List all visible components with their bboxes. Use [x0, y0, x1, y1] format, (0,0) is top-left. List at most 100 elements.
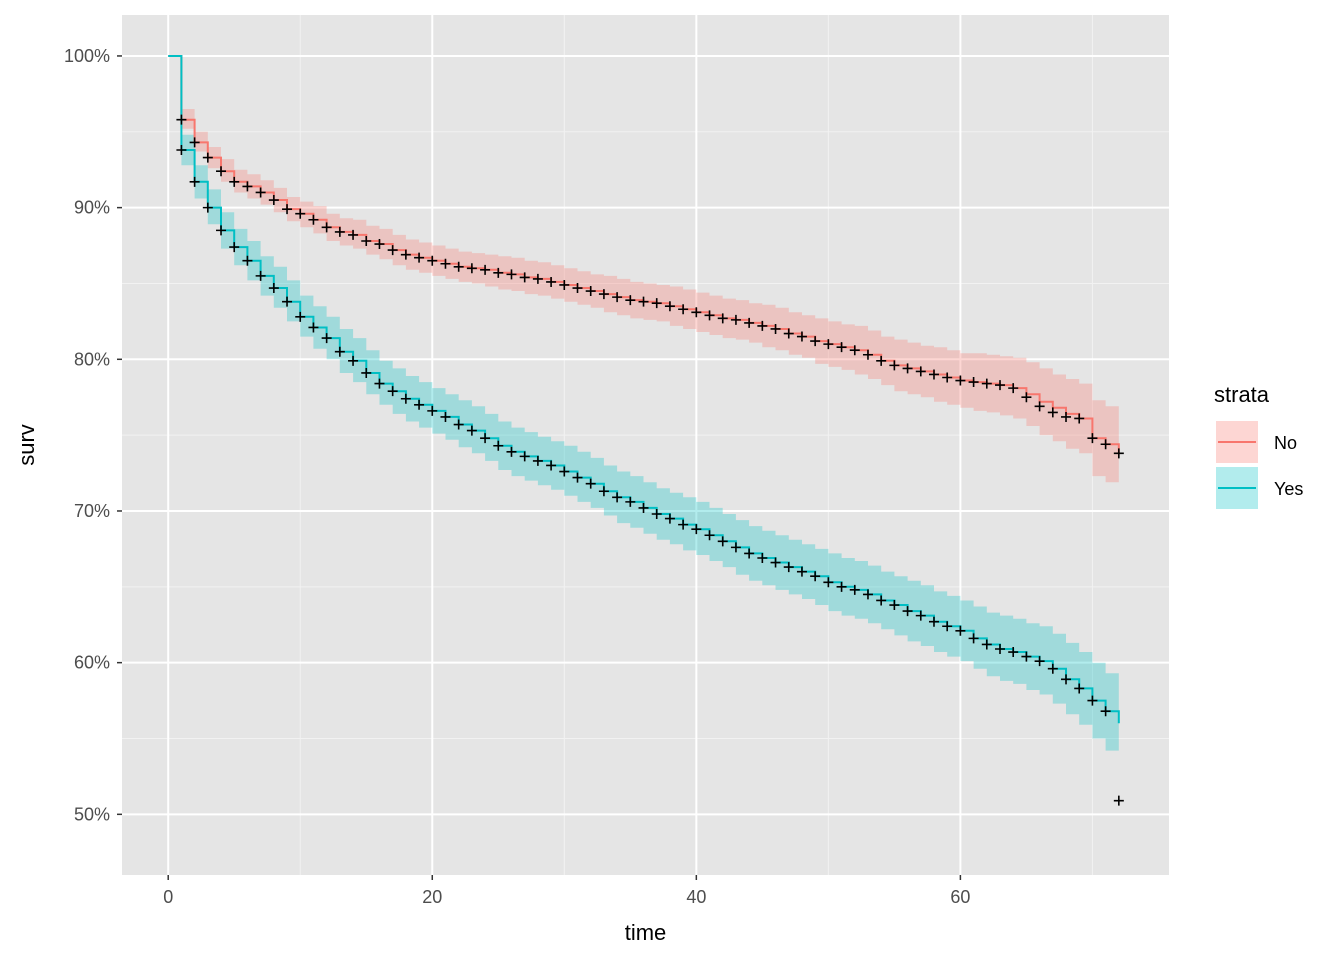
legend: strata No Yes	[1214, 382, 1303, 509]
censor-mark-yes	[796, 566, 807, 577]
censor-mark-yes	[1074, 683, 1085, 694]
legend-key-yes	[1216, 467, 1258, 509]
censor-mark-no	[664, 301, 675, 312]
censor-mark-no	[559, 279, 570, 290]
censor-mark-no	[928, 369, 939, 380]
censor-mark-yes	[189, 176, 200, 187]
legend-label-yes: Yes	[1274, 479, 1303, 499]
censor-mark-no	[308, 214, 319, 225]
plot-panel	[122, 15, 1169, 875]
censor-mark-yes	[480, 433, 491, 444]
censor-mark-yes	[942, 621, 953, 632]
censor-mark-yes	[414, 399, 425, 410]
censor-mark-yes	[242, 255, 253, 266]
y-tick-label: 60%	[74, 653, 110, 673]
censor-mark-yes	[664, 513, 675, 524]
censor-mark-yes	[810, 571, 821, 582]
x-tick-label: 40	[686, 887, 706, 907]
censor-mark-no	[321, 222, 332, 233]
censor-mark-no	[532, 273, 543, 284]
censor-mark-yes	[862, 589, 873, 600]
censor-mark-no	[374, 239, 385, 250]
censor-mark-yes	[598, 486, 609, 497]
x-tick-label: 20	[422, 887, 442, 907]
censor-mark-no	[862, 349, 873, 360]
x-axis-title: time	[625, 920, 667, 945]
censor-mark-no	[744, 317, 755, 328]
major-gridlines	[122, 15, 1169, 875]
censor-mark-no	[955, 375, 966, 386]
censor-mark-no	[730, 314, 741, 325]
x-tick-label: 60	[950, 887, 970, 907]
censor-mark-yes	[757, 552, 768, 563]
censor-mark-yes	[1087, 695, 1098, 706]
censor-mark-yes	[295, 311, 306, 322]
censor-mark-yes	[625, 496, 636, 507]
legend-label-no: No	[1274, 433, 1297, 453]
censor-mark-yes	[559, 466, 570, 477]
confidence-bands	[168, 56, 1119, 816]
censor-mark-no	[400, 249, 411, 260]
censor-mark-yes	[612, 492, 623, 503]
censor-mark-no	[598, 289, 609, 300]
censor-mark-yes	[678, 519, 689, 530]
censor-mark-no	[1047, 407, 1058, 418]
censor-mark-no	[268, 195, 279, 206]
censor-mark-no	[612, 292, 623, 303]
censor-mark-yes	[282, 296, 293, 307]
censor-mark-yes	[334, 346, 345, 357]
censor-mark-yes	[823, 577, 834, 588]
censor-mark-no	[466, 263, 477, 274]
censor-mark-yes	[348, 355, 359, 366]
censor-mark-no	[625, 295, 636, 306]
censor-mark-no	[796, 331, 807, 342]
censor-mark-no	[1087, 433, 1098, 444]
legend-key-no	[1216, 421, 1258, 463]
censor-mark-no	[704, 310, 715, 321]
censor-mark-no	[255, 187, 266, 198]
censor-mark-no	[915, 366, 926, 377]
censor-mark-no	[981, 378, 992, 389]
censor-mark-yes	[770, 557, 781, 568]
censor-mark-yes	[506, 446, 517, 457]
censor-mark-yes	[651, 509, 662, 520]
censor-mark-no	[519, 272, 530, 283]
censor-mark-yes	[176, 144, 187, 155]
censor-mark-yes	[361, 367, 372, 378]
censor-mark-yes	[255, 270, 266, 281]
censor-mark-yes	[783, 562, 794, 573]
censor-mark-yes	[374, 378, 385, 389]
y-axis-title: surv	[14, 424, 39, 466]
censor-mark-yes	[1100, 706, 1111, 717]
censor-mark-yes	[717, 536, 728, 547]
censor-mark-yes	[995, 644, 1005, 655]
censor-mark-no	[176, 114, 187, 125]
censor-mark-yes	[744, 548, 755, 559]
censor-mark-yes	[691, 524, 702, 535]
censor-mark-yes	[889, 600, 900, 611]
censor-mark-no	[427, 255, 438, 266]
censor-mark-yes	[1021, 651, 1032, 662]
censor-mark-yes	[427, 405, 438, 416]
censor-mark-no	[942, 372, 953, 383]
censor-mark-no	[1008, 383, 1019, 394]
censor-mark-no	[229, 176, 240, 187]
censor-mark-no	[770, 323, 781, 334]
censor-mark-yes	[216, 225, 227, 236]
censor-mark-yes	[1047, 663, 1058, 674]
y-tick-label: 70%	[74, 501, 110, 521]
censor-mark-yes	[1113, 795, 1124, 806]
censor-mark-no	[836, 342, 847, 353]
censor-mark-yes	[572, 472, 583, 483]
censor-mark-no	[902, 363, 913, 374]
censor-mark-no	[757, 320, 768, 331]
y-tick-label: 100%	[64, 46, 110, 66]
censor-mark-yes	[453, 419, 464, 430]
censor-mark-no	[717, 313, 728, 324]
censor-mark-no	[638, 296, 649, 307]
y-tick-label: 50%	[74, 804, 110, 824]
censor-marks	[176, 114, 1124, 806]
censor-mark-no	[585, 286, 596, 297]
censor-mark-yes	[202, 202, 213, 213]
